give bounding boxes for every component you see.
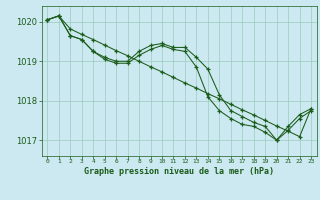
X-axis label: Graphe pression niveau de la mer (hPa): Graphe pression niveau de la mer (hPa) [84, 167, 274, 176]
